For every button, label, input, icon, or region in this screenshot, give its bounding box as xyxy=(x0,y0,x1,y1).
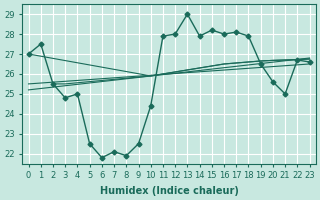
X-axis label: Humidex (Indice chaleur): Humidex (Indice chaleur) xyxy=(100,186,238,196)
